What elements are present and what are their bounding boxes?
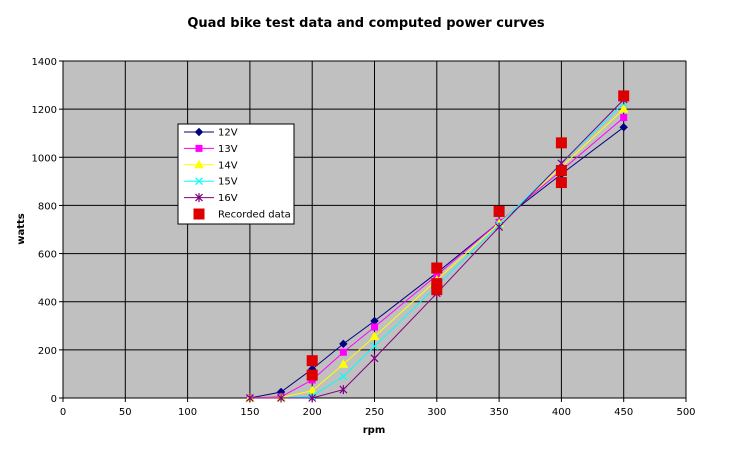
data-point-16v bbox=[277, 393, 285, 403]
x-tick-label: 100 bbox=[178, 407, 197, 418]
legend-item-12v: 12V bbox=[184, 128, 238, 139]
data-point-recorded-data bbox=[618, 90, 630, 102]
legend-label: 16V bbox=[218, 193, 238, 204]
legend-marker bbox=[195, 144, 203, 152]
data-point-13v bbox=[339, 348, 347, 356]
y-tick-label: 1400 bbox=[32, 57, 57, 68]
legend-item-15v: 15V bbox=[184, 177, 238, 188]
data-point-16v bbox=[339, 385, 348, 395]
x-tick-label: 200 bbox=[303, 407, 322, 418]
x-tick-label: 500 bbox=[676, 407, 695, 418]
legend-marker bbox=[195, 177, 203, 186]
data-point-recorded-data bbox=[431, 262, 443, 274]
legend-marker bbox=[194, 127, 204, 137]
legend-box bbox=[177, 123, 295, 225]
legend-marker bbox=[193, 208, 205, 220]
y-tick-label: 200 bbox=[38, 346, 57, 357]
legend-item-13v: 13V bbox=[184, 144, 238, 155]
y-tick-label: 0 bbox=[51, 394, 57, 405]
data-point-12v bbox=[619, 122, 628, 132]
data-point-15v bbox=[339, 372, 348, 381]
legend-label: 15V bbox=[218, 177, 238, 188]
x-tick-label: 350 bbox=[490, 407, 509, 418]
data-point-15v bbox=[370, 342, 379, 351]
y-tick-label: 800 bbox=[38, 201, 57, 212]
legend-item-recorded-data: Recorded data bbox=[193, 208, 291, 221]
data-point-16v bbox=[308, 393, 317, 403]
data-point-16v bbox=[370, 353, 379, 363]
data-point-16v bbox=[245, 393, 254, 403]
legend-label: 14V bbox=[218, 160, 238, 171]
series-recorded-data bbox=[306, 90, 630, 381]
y-axis-label: watts bbox=[16, 213, 27, 245]
y-tick-label: 1200 bbox=[32, 105, 57, 116]
x-tick-label: 150 bbox=[240, 407, 259, 418]
x-tick-label: 250 bbox=[365, 407, 384, 418]
tick-labels: 0 50 100 150 200 250 300 350 400 450 500 0 200 400 600… bbox=[32, 57, 696, 418]
data-point-recorded-data bbox=[493, 205, 505, 217]
data-point-14v bbox=[618, 104, 629, 113]
legend: 12V 13V 14V 15V 16V Recorded data bbox=[177, 123, 295, 225]
chart-title: Quad bike test data and computed power c… bbox=[187, 16, 545, 31]
series-16v bbox=[245, 95, 628, 403]
legend-marker bbox=[195, 193, 203, 203]
legend-item-16v: 16V bbox=[184, 193, 238, 204]
data-point-13v bbox=[620, 114, 628, 122]
data-point-14v bbox=[369, 331, 380, 341]
legend-item-14v: 14V bbox=[184, 159, 238, 171]
x-tick-label: 450 bbox=[614, 407, 633, 418]
legend-marker bbox=[194, 159, 204, 169]
x-tick-label: 0 bbox=[60, 407, 66, 418]
data-point-16v bbox=[495, 222, 504, 232]
x-tick-label: 50 bbox=[119, 407, 132, 418]
data-point-14v bbox=[338, 359, 349, 368]
y-tick-label: 1000 bbox=[32, 153, 57, 164]
x-tick-label: 400 bbox=[552, 407, 571, 418]
data-point-recorded-data bbox=[555, 177, 567, 189]
y-tick-label: 600 bbox=[38, 250, 57, 261]
data-point-13v bbox=[371, 323, 378, 331]
series-group bbox=[245, 90, 630, 403]
legend-label: 12V bbox=[218, 128, 238, 139]
x-tick-label: 300 bbox=[427, 407, 446, 418]
data-point-recorded-data bbox=[555, 165, 567, 177]
legend-label: 13V bbox=[218, 144, 238, 155]
data-point-recorded-data bbox=[431, 284, 443, 296]
data-point-recorded-data bbox=[306, 355, 318, 367]
data-point-recorded-data bbox=[555, 137, 567, 149]
data-point-recorded-data bbox=[306, 369, 318, 381]
legend-label: Recorded data bbox=[218, 210, 291, 221]
y-tick-label: 400 bbox=[38, 298, 57, 309]
x-axis-label: rpm bbox=[363, 425, 386, 436]
data-point-12v bbox=[339, 339, 348, 349]
